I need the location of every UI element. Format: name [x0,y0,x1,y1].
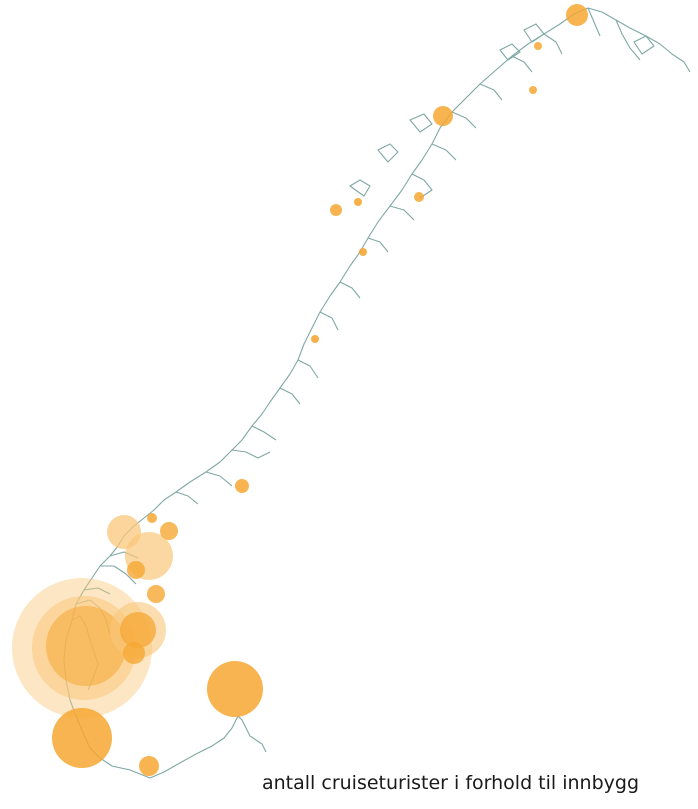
coastline-group [63,7,691,779]
bubble-leknes [354,198,362,206]
bubble-bergen-small [123,642,145,664]
fjord-detail-mid [175,281,361,505]
islands-north [349,23,655,197]
bubble-bodo [359,248,367,256]
bubble-narvik [414,192,424,202]
bubble-bergen [120,612,156,648]
bubble-kristiansand [52,708,112,768]
map-caption: antall cruiseturister i forhold til innb… [262,772,640,794]
fjord-detail-north [367,7,641,253]
bubble-floro [147,585,165,603]
bubble-hammerfest [534,42,542,50]
bubble-honningsvag [566,4,588,26]
bubble-tromso [433,106,453,126]
bubble-lofoten [330,204,342,216]
coastline-inner [149,715,267,779]
bubble-trondheim [235,479,249,493]
bubble-sandnessjoen [311,335,319,343]
coastline-west [63,7,691,779]
bubble-sandefjord [139,756,159,776]
bubble-oslo [207,661,263,717]
bubble-alesund [107,515,141,549]
bubble-alta [529,86,537,94]
bubble-kristiansund [160,522,178,540]
bubble-group [12,4,588,776]
bubble-andalsnes [147,513,157,523]
bubble-stavanger [46,606,126,686]
bubble-molde [127,561,145,579]
